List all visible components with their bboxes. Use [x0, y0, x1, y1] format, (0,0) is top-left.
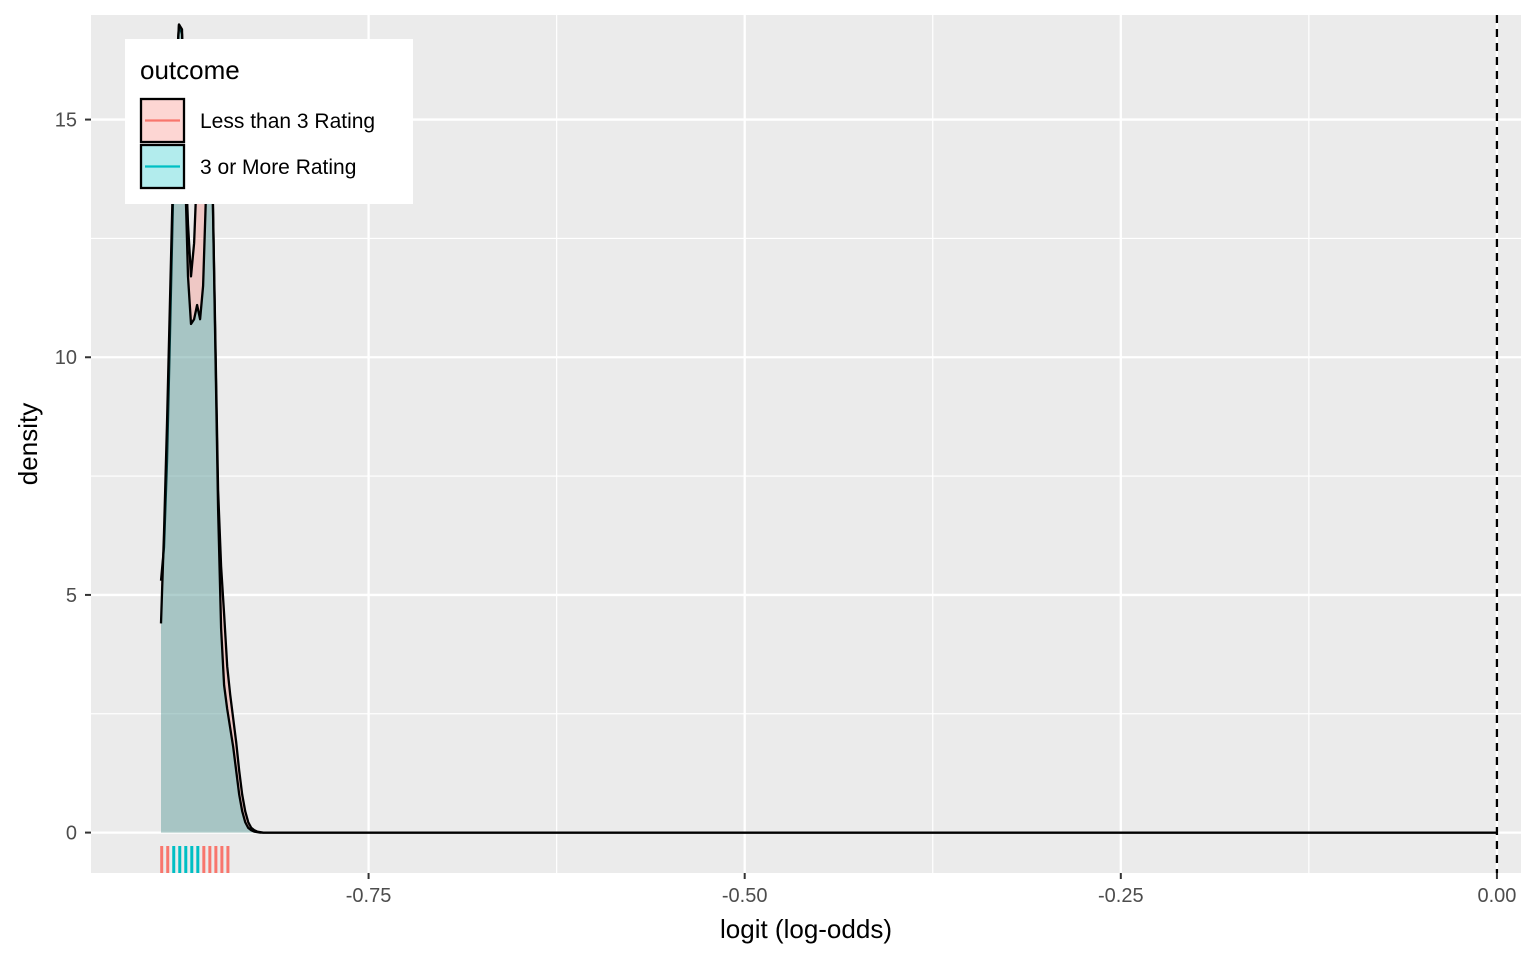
legend-label-series-2: 3 or More Rating: [200, 156, 356, 179]
y-tick-label: 10: [55, 347, 77, 369]
legend: outcome Less than 3 Rating 3 or More Rati…: [125, 39, 413, 204]
legend-title: outcome: [140, 55, 240, 85]
y-axis: 0 5 10 15: [55, 110, 91, 845]
x-tick-label: 0.00: [1477, 885, 1516, 907]
minor-gridlines: [91, 15, 1521, 873]
legend-key-series-1: [139, 97, 186, 144]
rug-marks: [160, 846, 230, 873]
x-tick-label: -0.50: [722, 885, 768, 907]
x-axis-title: logit (log-odds): [720, 914, 892, 944]
x-tick-label: -0.75: [346, 885, 392, 907]
legend-key-series-2: [139, 143, 186, 190]
y-tick-label: 0: [66, 823, 77, 845]
y-axis-title: density: [13, 403, 43, 485]
y-tick-label: 15: [55, 110, 77, 132]
y-tick-label: 5: [66, 585, 77, 607]
x-tick-label: -0.25: [1098, 885, 1144, 907]
x-axis: -0.75 -0.50 -0.25 0.00: [346, 873, 1516, 907]
legend-label-series-1: Less than 3 Rating: [200, 110, 375, 133]
